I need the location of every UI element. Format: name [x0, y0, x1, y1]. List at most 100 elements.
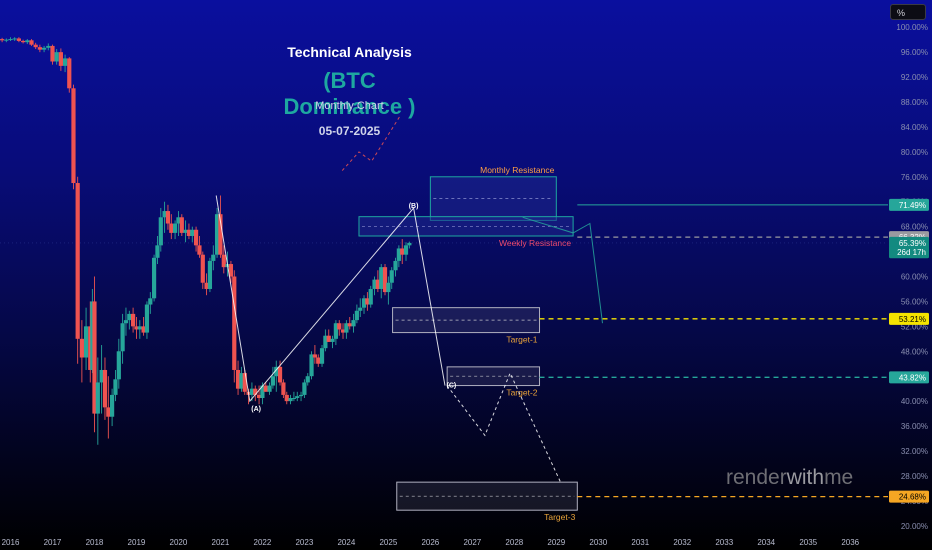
candle-body-113 [407, 242, 412, 246]
candle-body-108 [389, 270, 394, 283]
price-label-6: 24.68% [899, 493, 926, 502]
candle-body-109 [393, 260, 398, 271]
x-tick-label: 2016 [2, 538, 20, 547]
watermark-part2: with [786, 466, 825, 489]
watermark-logo: renderwithme [726, 466, 853, 490]
candle-body-54 [200, 254, 205, 283]
candle-body-95 [344, 323, 349, 333]
candle-body-5 [20, 40, 26, 43]
x-tick-label: 2036 [841, 538, 859, 547]
candle-body-89 [323, 335, 328, 349]
candle-body-81 [295, 396, 300, 399]
price-label-bg-5 [889, 371, 929, 384]
wave-path-1 [522, 216, 603, 324]
candle-body-38 [144, 304, 150, 333]
price-label-3: 26d 17h [897, 248, 926, 257]
candle-body-98 [354, 310, 359, 321]
x-tick-label: 2035 [799, 538, 817, 547]
y-tick-label: 20.00% [901, 522, 928, 531]
x-tick-label: 2020 [170, 538, 188, 547]
wave-label-1: (B) [409, 203, 419, 210]
zone-label-0: Monthly Resistance [480, 165, 554, 175]
candle-body-43 [162, 211, 167, 218]
candle-body-8 [33, 44, 38, 48]
candle-body-0 [0, 39, 5, 41]
candle-body-88 [319, 348, 325, 364]
x-tick-label: 2027 [463, 538, 481, 547]
zone-2 [392, 307, 541, 334]
candle-body-9 [37, 47, 42, 50]
y-tick-label: 36.00% [901, 422, 928, 431]
price-label-bg-4 [889, 312, 929, 325]
watermark-part3: me [824, 466, 854, 489]
y-tick-label: 68.00% [901, 223, 928, 232]
candle-body-110 [396, 248, 401, 261]
wave-label-2: (C) [446, 382, 456, 389]
candle-body-51 [190, 229, 195, 236]
price-label-5: 43.82% [899, 373, 926, 382]
candle-body-105 [379, 267, 384, 289]
candle-body-57 [211, 254, 216, 261]
y-tick-label: 48.00% [901, 347, 928, 356]
candle-body-44 [165, 211, 171, 224]
y-tick-label: 92.00% [901, 73, 928, 82]
candle-body-73 [267, 385, 272, 392]
candle-body-56 [207, 260, 213, 289]
candle-body-6 [25, 40, 30, 43]
candle-body-35 [134, 326, 139, 330]
zone-label-4: Target-3 [544, 512, 575, 522]
candle-body-60 [221, 254, 226, 268]
candle-body-76 [277, 366, 283, 383]
candle-body-80 [291, 398, 297, 400]
candle-body-104 [375, 279, 380, 289]
candle-body-99 [358, 307, 363, 311]
candle-body-49 [183, 229, 188, 233]
candle-body-32 [123, 320, 129, 324]
x-axis: 2016 2017 2018 2019 2020 2021 2022 2023 2024 2025… [2, 538, 860, 547]
candle-body-74 [270, 376, 276, 386]
watermark-part1: render [726, 466, 787, 489]
candle-body-87 [316, 357, 321, 364]
candle-body-106 [382, 267, 388, 293]
candle-body-86 [312, 354, 317, 358]
x-tick-label: 2023 [295, 538, 313, 547]
candle-body-39 [148, 298, 153, 305]
candle-body-23 [92, 301, 97, 414]
candle-body-97 [351, 320, 356, 327]
candle-body-103 [372, 279, 377, 289]
candle-body-102 [368, 288, 373, 305]
candle-body-4 [16, 38, 21, 41]
candle-body-46 [172, 223, 178, 233]
candle-body-77 [281, 382, 286, 395]
candle-body-58 [214, 214, 220, 255]
candle-body-31 [120, 323, 125, 352]
candle-body-68 [249, 388, 255, 395]
unit-toggle-button[interactable]: % [890, 4, 926, 20]
candle-body-20 [83, 326, 89, 358]
candle-body-27 [106, 407, 111, 417]
y-tick-label: 60.00% [901, 273, 928, 282]
zone-label-1: Weekly Resistance [499, 238, 571, 248]
y-tick-label: 76.00% [901, 173, 928, 182]
x-tick-label: 2028 [505, 538, 523, 547]
candle-body-26 [102, 369, 108, 408]
price-label-2: 65.39% [899, 239, 926, 248]
candle-body-47 [176, 217, 181, 224]
candle-body-79 [288, 398, 293, 402]
candle-body-50 [186, 229, 192, 236]
zone-4 [396, 481, 578, 511]
candle-body-45 [169, 223, 174, 233]
hlines-layer [539, 204, 888, 498]
timeframe-label: Monthly Chart [315, 100, 384, 112]
candle-body-3 [12, 38, 17, 40]
candle-body-13 [54, 52, 59, 62]
x-tick-label: 2024 [337, 538, 355, 547]
candle-body-94 [340, 329, 346, 333]
price-labels: 71.49%66.32%65.39%26d 17h53.21%43.82%24.… [889, 198, 929, 503]
x-tick-label: 2026 [421, 538, 439, 547]
candle-body-34 [130, 313, 136, 327]
candle-body-19 [79, 338, 84, 358]
candle-body-52 [193, 229, 199, 246]
candle-body-7 [29, 40, 34, 45]
